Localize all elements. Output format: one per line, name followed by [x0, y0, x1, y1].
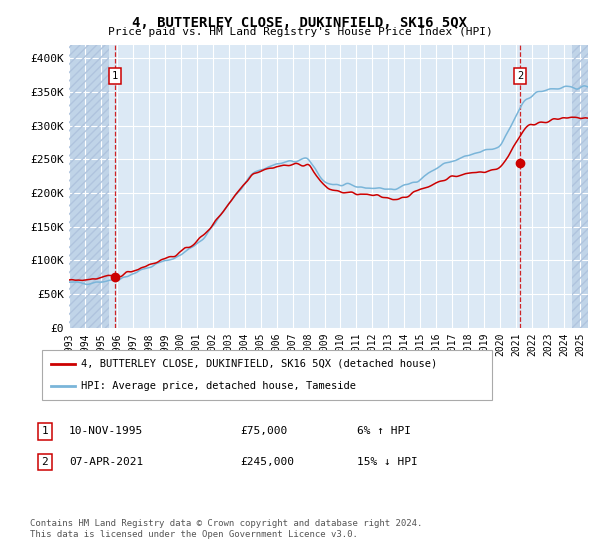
Text: 10-NOV-1995: 10-NOV-1995: [69, 426, 143, 436]
Text: Price paid vs. HM Land Registry's House Price Index (HPI): Price paid vs. HM Land Registry's House …: [107, 27, 493, 37]
Bar: [69, 45, 109, 328]
Text: 4, BUTTERLEY CLOSE, DUKINFIELD, SK16 5QX: 4, BUTTERLEY CLOSE, DUKINFIELD, SK16 5QX: [133, 16, 467, 30]
Text: HPI: Average price, detached house, Tameside: HPI: Average price, detached house, Tame…: [81, 381, 356, 391]
Bar: [69, 45, 109, 328]
Bar: [572, 45, 588, 328]
Text: 1: 1: [41, 426, 49, 436]
Text: £75,000: £75,000: [240, 426, 287, 436]
Text: Contains HM Land Registry data © Crown copyright and database right 2024.
This d: Contains HM Land Registry data © Crown c…: [30, 520, 422, 539]
Text: 2: 2: [517, 71, 524, 81]
Text: 2: 2: [41, 457, 49, 467]
Text: 07-APR-2021: 07-APR-2021: [69, 457, 143, 467]
Text: 4, BUTTERLEY CLOSE, DUKINFIELD, SK16 5QX (detached house): 4, BUTTERLEY CLOSE, DUKINFIELD, SK16 5QX…: [81, 359, 437, 369]
Text: £245,000: £245,000: [240, 457, 294, 467]
Text: 1: 1: [112, 71, 118, 81]
Bar: [572, 45, 588, 328]
Text: 15% ↓ HPI: 15% ↓ HPI: [357, 457, 418, 467]
Text: 6% ↑ HPI: 6% ↑ HPI: [357, 426, 411, 436]
